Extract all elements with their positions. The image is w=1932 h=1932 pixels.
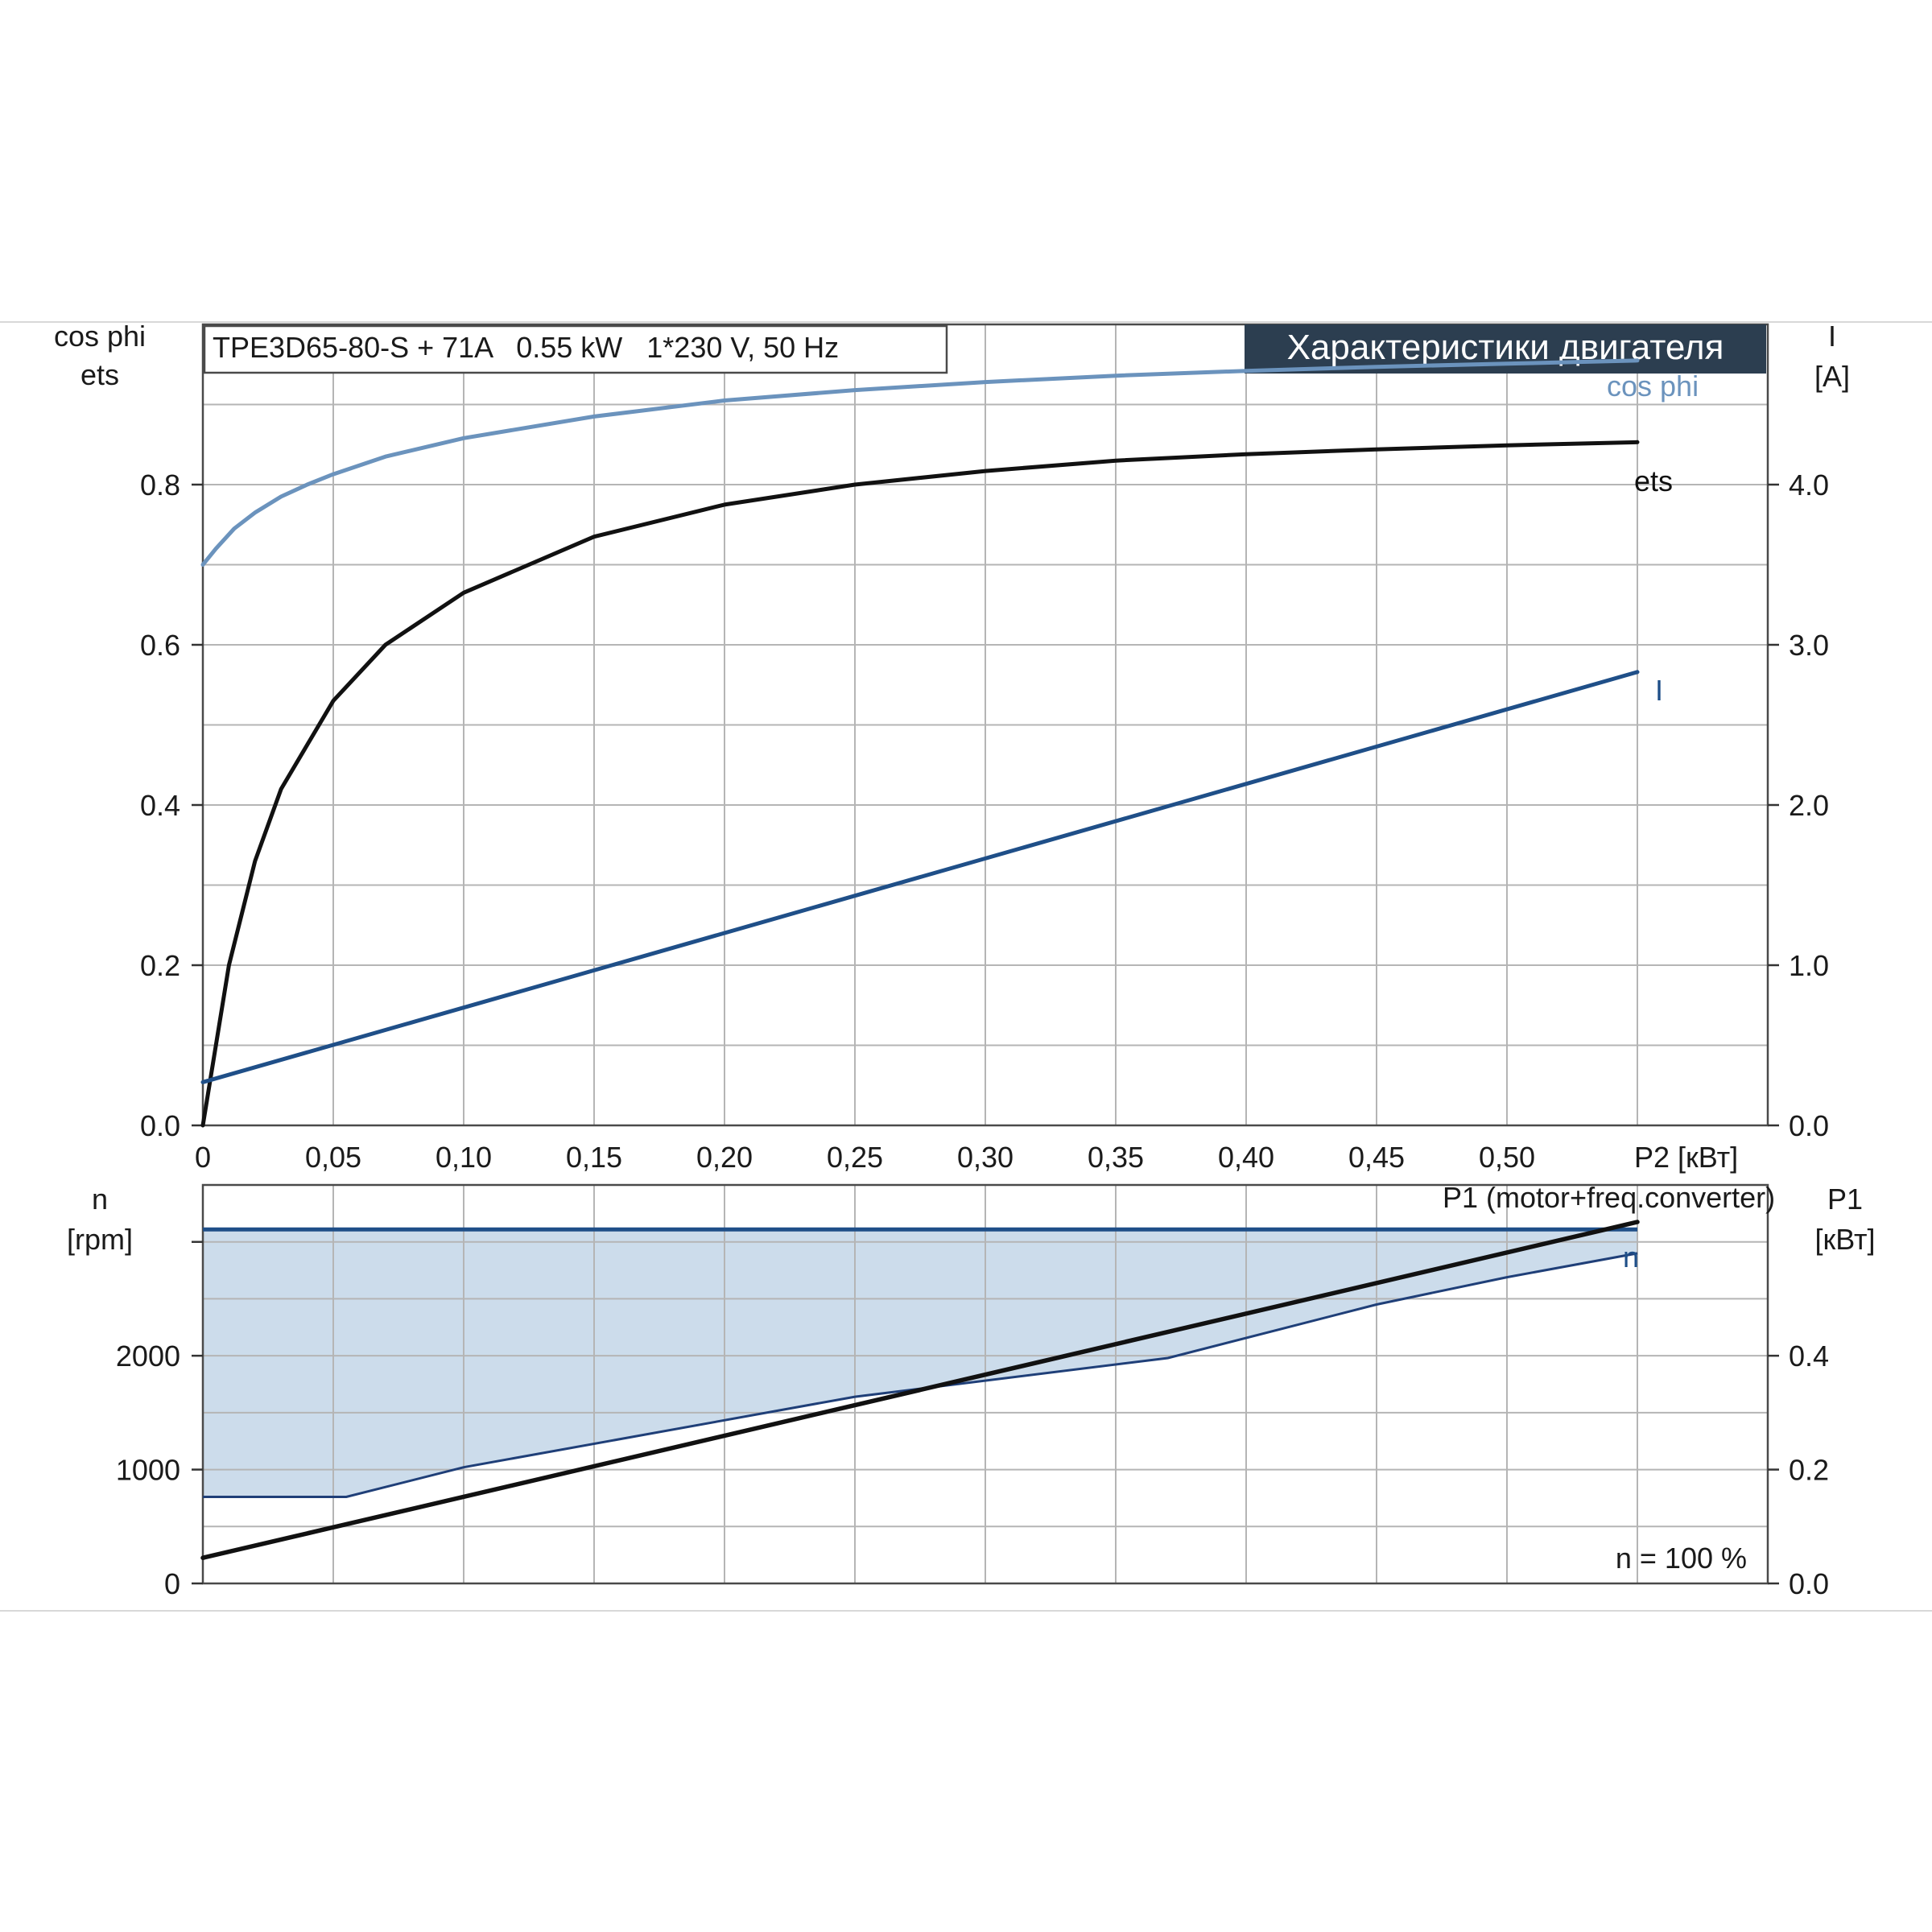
y-right-tick-label: 4.0 (1789, 469, 1829, 502)
x-tick-label: 0,10 (436, 1141, 492, 1174)
right-axis-title-i: I (1828, 320, 1836, 353)
left-axis-title-cosphi: cos phi (54, 320, 146, 353)
y-left-tick-label: 0.6 (140, 629, 180, 662)
y-left-tick-label: 0.0 (140, 1109, 180, 1142)
x-tick-label: 0,15 (566, 1141, 622, 1174)
left-axis-title-ets: ets (80, 358, 119, 391)
header-badge-text: Характеристики двигателя (1287, 328, 1724, 367)
series-label-p1: P1 (motor+freq.converter) (1443, 1181, 1775, 1214)
x-tick-label: 0,20 (696, 1141, 753, 1174)
series-line-I (200, 670, 1640, 1084)
y-left-tick-label: 1000 (116, 1454, 180, 1487)
y-left-tick-label: 2000 (116, 1340, 180, 1373)
right-axis-unit-kw: [кВт] (1814, 1223, 1875, 1256)
bottom-chart-ticks: 0 1000 2000 0.0 0.2 0.4 (116, 1241, 1829, 1600)
y-right-tick-label: 0.4 (1789, 1340, 1829, 1373)
x-tick-label: 0,25 (827, 1141, 883, 1174)
series-label-n: n (1623, 1241, 1639, 1274)
right-axis-title-p1: P1 (1827, 1183, 1863, 1216)
y-left-tick-label: 0.2 (140, 949, 180, 982)
top-chart-ticks: 0 0,05 0,10 0,15 0,20 0,25 0,30 0,35 0,40 0,45 0,5… (140, 469, 1829, 1174)
left-axis-title-n: n (92, 1183, 108, 1216)
title-box (203, 324, 948, 374)
series-label-cosphi: cos phi (1607, 369, 1699, 402)
bottom-chart-frame (201, 1183, 1769, 1585)
top-chart: TPE3D65-80-S + 71A 0.55 kW 1*230 V, 50 H… (54, 320, 1850, 1174)
x-tick-label: 0,30 (957, 1141, 1013, 1174)
y-right-tick-label: 3.0 (1789, 629, 1829, 662)
bottom-chart-series (200, 1220, 1640, 1560)
x-tick-label: 0,50 (1479, 1141, 1535, 1174)
x-axis-title: P2 [кВт] (1634, 1141, 1738, 1174)
y-left-tick-label: 0 (164, 1567, 180, 1600)
y-right-tick-label: 0.0 (1789, 1567, 1829, 1600)
top-chart-series (200, 358, 1640, 1128)
bottom-chart-grid (202, 1185, 1769, 1583)
x-tick-label: 0,05 (305, 1141, 361, 1174)
bottom-chart: n [rpm] P1 [кВт] 0 1000 2000 0.0 0.2 0.4 P1 (… (67, 1181, 1876, 1600)
y-right-tick-label: 0.0 (1789, 1109, 1829, 1142)
series-line-p1 (200, 1220, 1640, 1560)
x-tick-label: 0,35 (1088, 1141, 1144, 1174)
series-label-i: I (1655, 674, 1663, 707)
y-left-tick-label: 0.4 (140, 789, 180, 822)
speed-range-area (203, 1229, 1637, 1497)
speed-annotation: n = 100 % (1616, 1542, 1747, 1575)
y-right-tick-label: 2.0 (1789, 789, 1829, 822)
y-right-tick-label: 1.0 (1789, 949, 1829, 982)
x-tick-label: 0,40 (1218, 1141, 1274, 1174)
y-left-tick-label: 0.8 (140, 469, 180, 502)
left-axis-unit-rpm: [rpm] (67, 1223, 133, 1256)
y-right-tick-label: 0.2 (1789, 1454, 1829, 1487)
series-label-ets: ets (1634, 464, 1673, 497)
top-chart-frame (201, 323, 1769, 1127)
x-tick-label: 0 (195, 1141, 211, 1174)
series-line-ets (200, 440, 1640, 1128)
right-axis-unit-a: [A] (1814, 360, 1850, 393)
speed-range-fill (203, 1229, 1637, 1497)
series-line-cos-phi (200, 358, 1640, 567)
series-line-n (203, 1252, 1638, 1498)
chart-title: TPE3D65-80-S + 71A 0.55 kW 1*230 V, 50 H… (213, 331, 839, 364)
x-tick-label: 0,45 (1348, 1141, 1405, 1174)
